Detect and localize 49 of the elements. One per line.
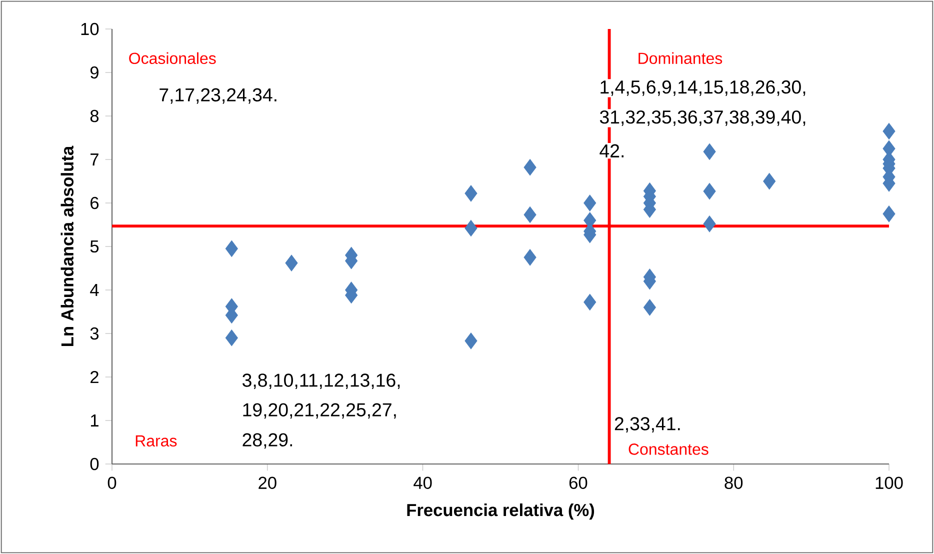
- annotation: 3,8,10,11,12,13,16,: [242, 374, 400, 390]
- point: [703, 182, 716, 200]
- annotation: Raras: [136, 435, 177, 447]
- point: [524, 206, 536, 224]
- annotation: Constantes: [628, 444, 708, 455]
- point: [882, 206, 896, 222]
- x-tick-label: 0: [108, 476, 116, 489]
- y-tick-label: 6: [90, 196, 99, 210]
- annotation: 31,32,35,36,37,38,39,40,: [600, 110, 806, 126]
- y-tick-label: 3: [90, 327, 99, 340]
- annotation: 2,33,41.: [614, 417, 680, 433]
- y-tick-label: 1: [90, 414, 98, 426]
- point: [225, 330, 238, 346]
- y-tick-label: 0: [90, 458, 99, 470]
- point: [584, 194, 596, 212]
- point: [584, 294, 596, 310]
- annotation: Ocasionales: [129, 52, 216, 64]
- annotation: 28,29.: [242, 433, 292, 449]
- x-tick-label: 40: [414, 476, 432, 489]
- x-tick-label: 60: [569, 476, 588, 489]
- x-tick-label: 80: [724, 476, 743, 489]
- point: [524, 159, 536, 176]
- point: [763, 172, 776, 190]
- point: [464, 185, 478, 202]
- x-axis-title: Frecuencia relativa (%): [407, 503, 594, 520]
- x-tick-label: 20: [258, 476, 276, 489]
- y-tick-label: 5: [90, 240, 99, 253]
- point: [464, 332, 478, 350]
- point: [464, 220, 478, 236]
- point: [703, 143, 716, 160]
- annotation: 42.: [600, 144, 624, 158]
- y-tick-label: 8: [90, 110, 99, 122]
- y-tick-label: 4: [90, 284, 99, 296]
- point: [225, 240, 238, 257]
- annotation: 7,17,23,24,34.: [160, 88, 276, 104]
- y-tick-label: 7: [90, 154, 98, 166]
- annotation: 19,20,21,22,25,27,: [243, 403, 396, 419]
- y-tick-label: 9: [90, 66, 98, 79]
- y-axis-title: Ln Abundancia absoluta: [60, 146, 74, 346]
- annotation: 1,4,5,6,9,14,15,18,26,30,: [600, 80, 806, 96]
- y-tick-label: 10: [81, 22, 99, 36]
- annotation: Dominantes: [638, 52, 722, 64]
- x-tick-label: 100: [876, 476, 903, 489]
- point: [524, 249, 536, 266]
- point: [703, 216, 716, 232]
- point: [643, 299, 656, 316]
- y-tick-label: 2: [90, 370, 98, 384]
- point: [882, 122, 896, 140]
- point: [285, 254, 298, 272]
